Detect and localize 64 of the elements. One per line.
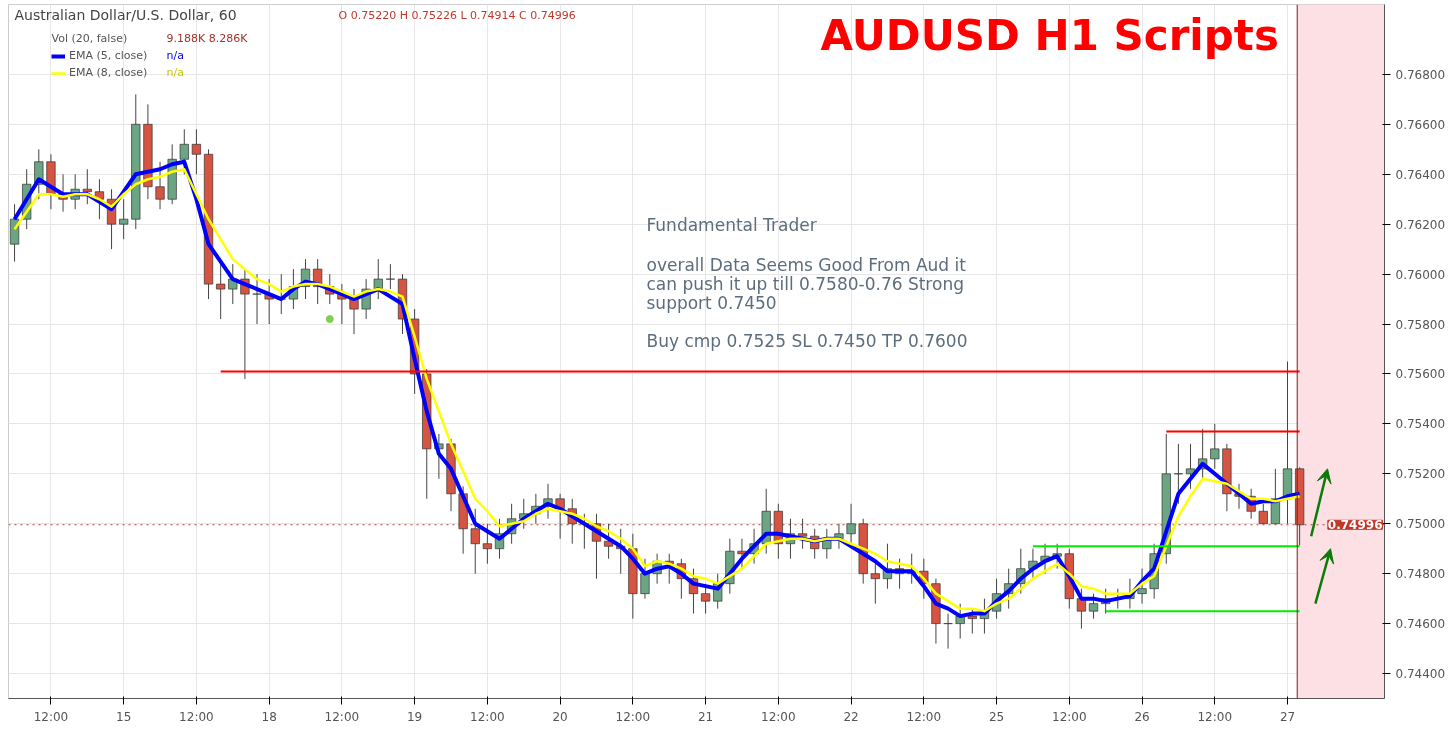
- chart-title: AUDUSD H1 Scripts: [820, 10, 1279, 60]
- y-tick-label: 0.76400: [1395, 167, 1446, 182]
- candlestick: [470, 508, 480, 575]
- candlestick: [373, 258, 383, 300]
- legend-label: EMA (5, close): [69, 48, 148, 64]
- candlestick: [119, 198, 129, 240]
- y-tick-label: 0.76000: [1395, 267, 1446, 282]
- candlestick: [640, 558, 650, 600]
- x-tick-label: 12:00: [324, 709, 360, 724]
- annotation: overall Data Seems Good From Aud it can push it up till 0.7580-0.76 Strong support 0.7450: [646, 254, 967, 313]
- x-tick-label: 12:00: [1197, 709, 1233, 724]
- candlestick: [967, 608, 977, 635]
- annotation: Buy cmp 0.7525 SL 0.7450 TP 0.7600: [646, 330, 968, 351]
- x-tick-label: 22: [843, 709, 859, 724]
- x-tick-label: 20: [552, 709, 568, 724]
- annotation: Vol (20, false): [51, 32, 128, 45]
- x-tick-label: 18: [261, 709, 277, 724]
- y-tick-label: 0.76600: [1395, 117, 1446, 132]
- candlestick: [252, 273, 262, 325]
- y-tick-label: 0.74800: [1395, 567, 1446, 582]
- x-tick-label: 12:00: [761, 709, 796, 724]
- candlestick: [155, 161, 165, 210]
- x-tick-label: 12:00: [179, 709, 214, 724]
- annotation: n/a: [166, 66, 184, 79]
- candlestick: [385, 263, 395, 290]
- y-tick-label: 0.74400: [1395, 667, 1446, 682]
- x-tick-label: 12:00: [33, 709, 69, 724]
- candlestick: [191, 128, 202, 175]
- x-tick-label: 21: [697, 709, 714, 724]
- annotation: n/a: [166, 49, 184, 62]
- y-tick-label: 0.74600: [1395, 617, 1446, 632]
- x-tick-label: 25: [988, 709, 1005, 724]
- candlestick: [1137, 568, 1147, 605]
- y-tick-label: 0.75600: [1395, 367, 1446, 382]
- candlestick: [1210, 423, 1220, 470]
- candlestick: [1185, 443, 1196, 490]
- y-tick-label: 0.75000: [1395, 517, 1446, 532]
- x-tick-label: 12:00: [615, 709, 651, 724]
- x-tick-label: 15: [116, 709, 132, 724]
- candlestick: [846, 503, 856, 545]
- x-tick-label: 12:00: [906, 709, 942, 724]
- annotation: O 0.75220 H 0.75226 L 0.74914 C 0.74996: [338, 8, 576, 22]
- candlestick: [797, 518, 808, 550]
- annotation: 9.188K 8.286K: [166, 32, 249, 45]
- x-tick-label: 19: [407, 709, 423, 724]
- candlestick: [604, 523, 614, 560]
- candlestick: [870, 563, 880, 605]
- y-tick-label: 0.75400: [1395, 417, 1446, 432]
- x-tick-label: 26: [1134, 709, 1150, 724]
- y-tick-label: 0.76800: [1395, 67, 1446, 82]
- y-tick-label: 0.76200: [1395, 217, 1446, 232]
- candlestick: [1258, 503, 1268, 525]
- x-tick-label: 27: [1279, 709, 1296, 724]
- x-tick-label: 12:00: [470, 709, 505, 724]
- candlestick: [1088, 593, 1099, 620]
- y-tick-label: 0.75800: [1395, 317, 1446, 332]
- y-tick-label: 0.75200: [1395, 467, 1446, 482]
- candlestick: [82, 168, 92, 205]
- annotation: Fundamental Trader: [646, 214, 817, 235]
- x-tick-label: 12:00: [1052, 709, 1087, 724]
- ref-line-label: 0.74996: [1327, 518, 1383, 533]
- candlestick: [482, 523, 492, 565]
- chart-subtitle: Australian Dollar/U.S. Dollar, 60: [14, 6, 237, 23]
- legend-label: EMA (8, close): [69, 65, 148, 81]
